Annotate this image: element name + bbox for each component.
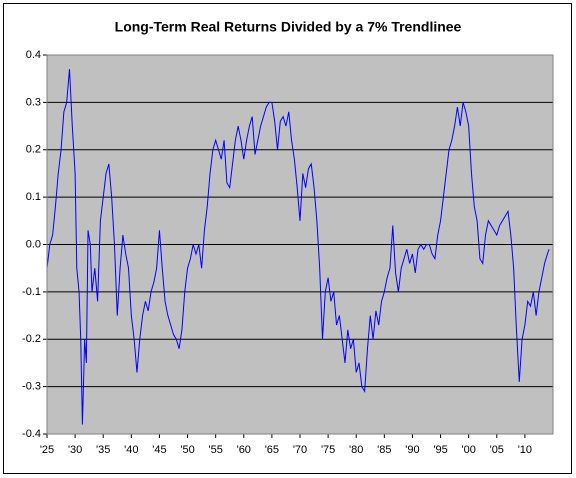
x-tick-label: '10 [518, 444, 532, 456]
y-tick-label: -0.1 [22, 286, 41, 298]
x-tick-label: '75 [321, 444, 335, 456]
x-tick-label: '50 [180, 444, 194, 456]
y-tick-label: -0.4 [22, 428, 41, 440]
x-tick-label: '80 [349, 444, 363, 456]
y-tick-label: 0.3 [26, 96, 41, 108]
x-tick-label: '45 [152, 444, 166, 456]
y-tick-label: 0.4 [26, 49, 41, 61]
x-tick-label: '00 [461, 444, 475, 456]
x-tick-label: '65 [265, 444, 279, 456]
x-tick-label: '25 [40, 444, 54, 456]
chart-title: Long-Term Real Returns Divided by a 7% T… [115, 19, 462, 35]
x-tick-label: '85 [377, 444, 391, 456]
x-tick-label: '70 [293, 444, 307, 456]
x-tick-label: '30 [68, 444, 82, 456]
y-tick-label: 0.1 [26, 191, 41, 203]
x-tick-label: '55 [208, 444, 222, 456]
y-tick-label: -0.3 [22, 381, 41, 393]
x-tick-label: '05 [490, 444, 504, 456]
y-tick-label: -0.2 [22, 333, 41, 345]
plot-border [46, 54, 554, 435]
x-tick-label: '35 [96, 444, 110, 456]
x-tick-label: '60 [237, 444, 251, 456]
x-tick-label: '40 [124, 444, 138, 456]
x-tick-label: '95 [433, 444, 447, 456]
data-line [46, 69, 550, 425]
x-tick-label: '90 [405, 444, 419, 456]
y-tick-label: 0.2 [26, 144, 41, 156]
y-tick-label: 0.0 [26, 238, 41, 250]
